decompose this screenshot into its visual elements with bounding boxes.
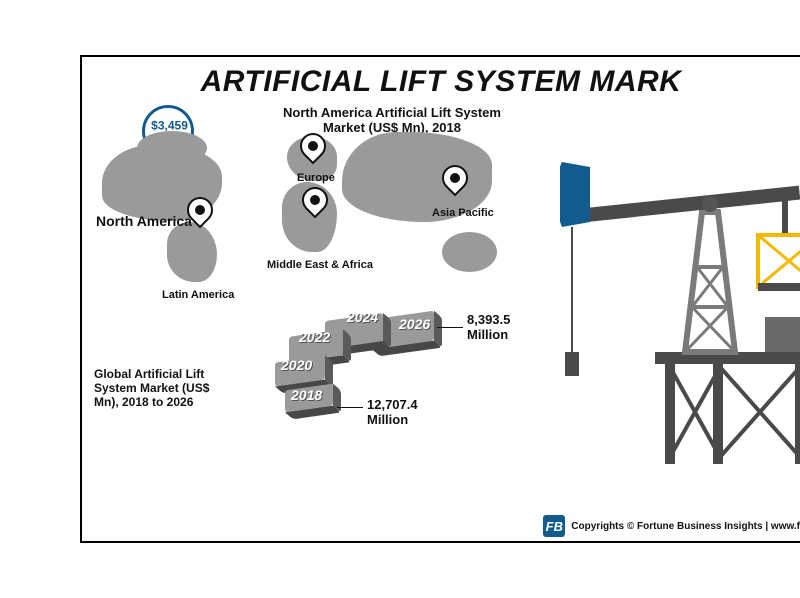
copyright-text: Copyrights © Fortune Business Insights |… xyxy=(571,521,800,532)
label-asia-pacific: Asia Pacific xyxy=(432,207,494,219)
label-europe: Europe xyxy=(297,172,335,184)
brand-logo: FB xyxy=(543,515,565,537)
year-2020: 2020 xyxy=(281,357,312,373)
subtitle: North America Artificial Lift System Mar… xyxy=(262,105,522,135)
map-south-america xyxy=(167,222,217,282)
spiral-title: Global Artificial Lift System Market (US… xyxy=(94,367,234,409)
growth-spiral-chart: 2026 2024 2022 2020 2018 8,393.5 Million… xyxy=(247,299,507,459)
main-title: ARTIFICIAL LIFT SYSTEM MARK xyxy=(82,65,800,99)
year-2026: 2026 xyxy=(399,316,430,332)
label-latin-america: Latin America xyxy=(162,289,234,301)
world-map: North America Latin America Europe Middl… xyxy=(92,137,522,287)
map-australia xyxy=(442,232,497,272)
label-north-america: North America xyxy=(96,213,192,229)
callout-2018: 12,707.4 Million xyxy=(367,397,418,427)
copyright-footer: FB Copyrights © Fortune Business Insight… xyxy=(543,515,800,537)
year-2024: 2024 xyxy=(347,309,378,325)
year-2018: 2018 xyxy=(291,387,322,403)
year-2022: 2022 xyxy=(299,329,330,345)
callout-2026: 8,393.5 Million xyxy=(467,312,510,342)
label-mea: Middle East & Africa xyxy=(267,259,373,271)
infographic-frame: ARTIFICIAL LIFT SYSTEM MARK North Americ… xyxy=(80,55,800,543)
pumpjack-illustration xyxy=(560,107,800,487)
